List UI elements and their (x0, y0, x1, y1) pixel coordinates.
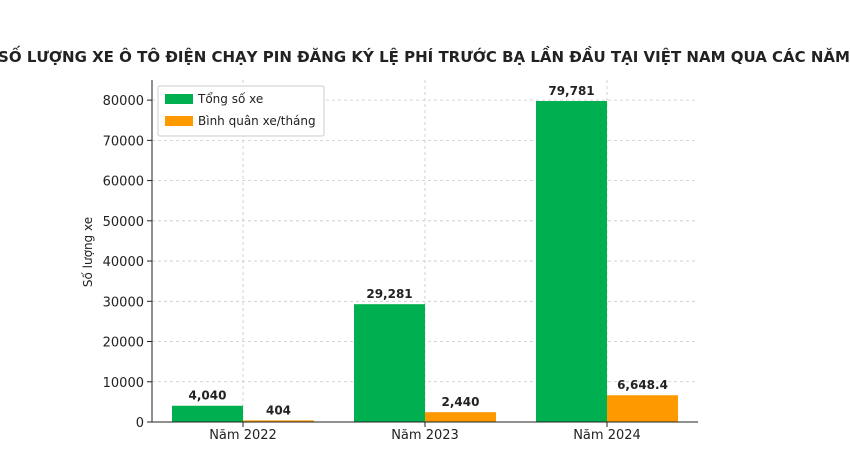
data-label: 79,781 (548, 84, 594, 98)
y-tick-label: 10000 (103, 376, 144, 391)
bar (243, 420, 314, 422)
legend: Tổng số xe Bình quân xe/tháng (157, 85, 325, 137)
y-tick-label: 60000 (103, 175, 144, 190)
y-tick-label: 40000 (103, 255, 144, 270)
x-tick-label: Năm 2024 (573, 428, 641, 443)
x-tick-label: Năm 2022 (209, 428, 277, 443)
y-tick-label: 30000 (103, 295, 144, 310)
y-tick-label: 70000 (103, 134, 144, 149)
chart-title: SỐ LƯỢNG XE Ô TÔ ĐIỆN CHẠY PIN ĐĂNG KÝ L… (0, 45, 850, 66)
legend-swatch-monthly (165, 116, 193, 126)
bar (172, 405, 243, 422)
y-tick-label: 80000 (103, 94, 144, 109)
legend-label-total: Tổng số xe (197, 92, 263, 106)
y-axis-label: Số lượng xe (81, 217, 95, 287)
y-tick-label: 20000 (103, 336, 144, 351)
data-label: 404 (266, 403, 291, 417)
bar (354, 304, 425, 422)
legend-box (157, 85, 325, 137)
bars (172, 100, 678, 422)
x-tick-label: Năm 2023 (391, 428, 459, 443)
data-label: 6,648.4 (617, 378, 668, 392)
bar (536, 100, 607, 422)
data-label: 29,281 (366, 287, 412, 301)
y-tick-label: 0 (136, 416, 144, 431)
bar (425, 412, 496, 422)
bar (607, 395, 678, 422)
y-tick-label: 50000 (103, 215, 144, 230)
data-label: 4,040 (189, 389, 227, 403)
data-labels: 4,040 404 29,281 2,440 79,781 6,648.4 (189, 84, 668, 417)
y-tick-labels: 0 10000 20000 30000 40000 50000 60000 70000 8000… (103, 94, 152, 431)
legend-swatch-total (165, 94, 193, 104)
data-label: 2,440 (442, 395, 480, 409)
legend-label-monthly: Bình quân xe/tháng (198, 114, 316, 128)
x-tick-labels: Năm 2022 Năm 2023 Năm 2024 (209, 422, 641, 443)
